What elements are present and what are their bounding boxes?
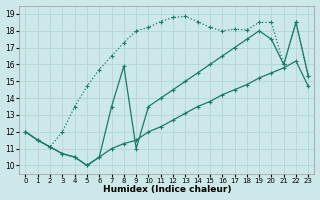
X-axis label: Humidex (Indice chaleur): Humidex (Indice chaleur) [103,185,231,194]
